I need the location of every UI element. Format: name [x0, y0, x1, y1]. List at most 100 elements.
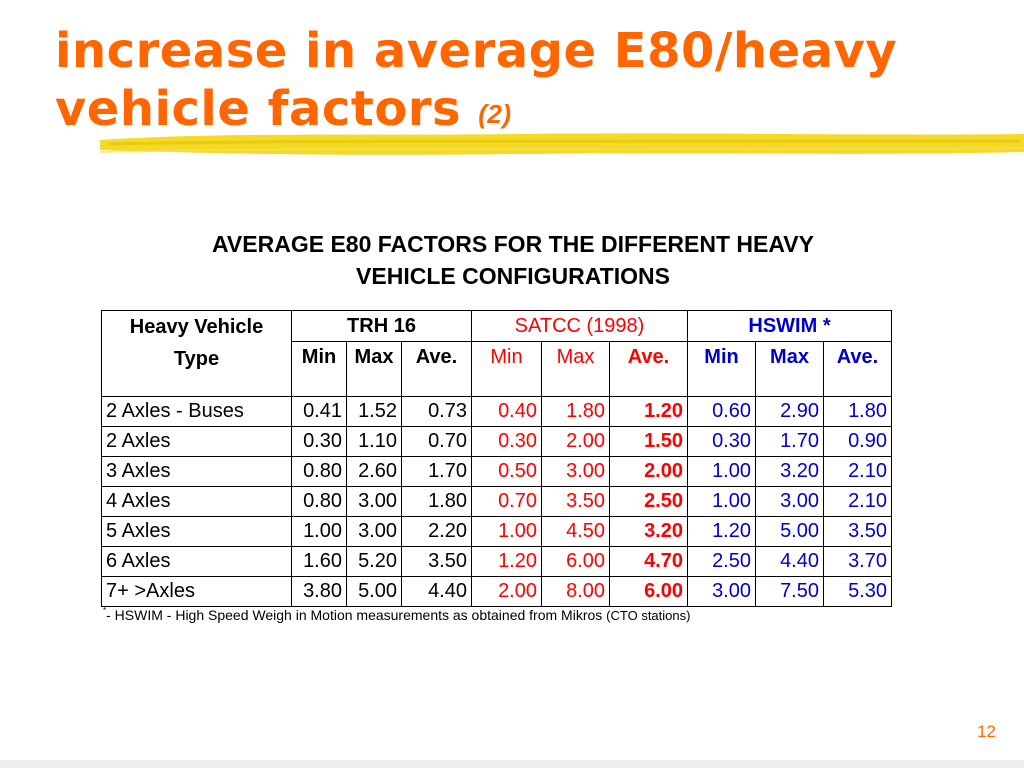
cell-satcc-ave: 2.00	[609, 456, 688, 487]
cell-hswim-max: 7.50	[755, 576, 824, 607]
cell-hswim-max: 1.70	[755, 426, 824, 457]
footnote-mark: *	[103, 606, 107, 615]
vehicle-type-cell: 2 Axles - Buses	[101, 396, 292, 427]
cell-trh16-max: 5.00	[346, 576, 402, 607]
vehicle-type-cell: 4 Axles	[101, 486, 292, 517]
cell-satcc-max: 2.00	[541, 426, 610, 457]
cell-hswim-ave: 3.70	[823, 546, 892, 577]
cell-hswim-ave: 5.30	[823, 576, 892, 607]
table-row: 7+ >Axles 3.80 5.00 4.40 2.00 8.00 6.00 3.00 7.5…	[101, 576, 892, 607]
cell-satcc-max: 6.00	[541, 546, 610, 577]
title-line-1: increase in average E80/heavy	[55, 23, 898, 79]
cell-satcc-ave: 6.00	[609, 576, 688, 607]
cell-trh16-max: 1.10	[346, 426, 402, 457]
e80-factors-table: Heavy Vehicle Type TRH 16 SATCC (1998) H…	[101, 310, 892, 607]
sub-header-trh16-max: Max	[346, 341, 402, 397]
highlight-brush-stroke	[100, 133, 1024, 155]
group-header-hswim: HSWIM *	[687, 310, 892, 342]
sub-header-satcc-max: Max	[541, 341, 610, 397]
cell-hswim-ave: 3.50	[823, 516, 892, 547]
vehicle-type-cell: 2 Axles	[101, 426, 292, 457]
sub-header-trh16-ave: Ave.	[401, 341, 472, 397]
sub-header-hswim-ave: Ave.	[823, 341, 892, 397]
footnote-text: - HSWIM - High Speed Weigh in Motion mea…	[106, 607, 603, 623]
slide-title: increase in average E80/heavy vehicle fa…	[55, 22, 897, 143]
table-heading-line-1: AVERAGE E80 FACTORS FOR THE DIFFERENT HE…	[212, 231, 814, 257]
cell-hswim-min: 1.00	[687, 456, 756, 487]
table-row: 6 Axles 1.60 5.20 3.50 1.20 6.00 4.70 2.50 4.40 3…	[101, 546, 892, 577]
cell-satcc-ave: 4.70	[609, 546, 688, 577]
cell-hswim-min: 1.00	[687, 486, 756, 517]
cell-trh16-min: 0.80	[291, 486, 347, 517]
cell-trh16-min: 0.30	[291, 426, 347, 457]
cell-trh16-ave: 3.50	[401, 546, 472, 577]
table-body: 2 Axles - Buses 0.41 1.52 0.73 0.40 1.80 1.20 0…	[101, 396, 892, 607]
group-header-trh16: TRH 16	[291, 310, 472, 342]
vehicle-type-cell: 3 Axles	[101, 456, 292, 487]
cell-trh16-ave: 4.40	[401, 576, 472, 607]
cell-hswim-ave: 1.80	[823, 396, 892, 427]
cell-trh16-min: 3.80	[291, 576, 347, 607]
cell-satcc-min: 0.70	[471, 486, 542, 517]
cell-trh16-ave: 0.73	[401, 396, 472, 427]
cell-trh16-ave: 1.70	[401, 456, 472, 487]
vehicle-type-header: Heavy Vehicle Type	[101, 310, 292, 397]
cell-hswim-min: 1.20	[687, 516, 756, 547]
cell-hswim-min: 3.00	[687, 576, 756, 607]
cell-trh16-max: 2.60	[346, 456, 402, 487]
cell-hswim-ave: 0.90	[823, 426, 892, 457]
cell-trh16-min: 0.41	[291, 396, 347, 427]
table-row: 4 Axles 0.80 3.00 1.80 0.70 3.50 2.50 1.00 3.00 2…	[101, 486, 892, 517]
page-number: 12	[977, 722, 996, 741]
cell-hswim-min: 0.60	[687, 396, 756, 427]
cell-trh16-max: 3.00	[346, 486, 402, 517]
cell-trh16-max: 1.52	[346, 396, 402, 427]
table-row: 5 Axles 1.00 3.00 2.20 1.00 4.50 3.20 1.20 5.00 3…	[101, 516, 892, 547]
cell-satcc-max: 3.50	[541, 486, 610, 517]
group-header-row: Heavy Vehicle Type TRH 16 SATCC (1998) H…	[101, 310, 892, 397]
cell-satcc-ave: 1.50	[609, 426, 688, 457]
sub-header-satcc-ave: Ave.	[609, 341, 688, 397]
cell-trh16-ave: 2.20	[401, 516, 472, 547]
cell-hswim-max: 3.00	[755, 486, 824, 517]
cell-hswim-max: 3.20	[755, 456, 824, 487]
cell-trh16-min: 1.60	[291, 546, 347, 577]
vehicle-type-header-line-2: Type	[173, 348, 220, 370]
cell-trh16-ave: 1.80	[401, 486, 472, 517]
table-row: 2 Axles - Buses 0.41 1.52 0.73 0.40 1.80 1.20 0…	[101, 396, 892, 427]
cell-satcc-max: 3.00	[541, 456, 610, 487]
cell-hswim-max: 2.90	[755, 396, 824, 427]
cell-satcc-max: 1.80	[541, 396, 610, 427]
sub-header-hswim-min: Min	[687, 341, 756, 397]
cell-trh16-max: 5.20	[346, 546, 402, 577]
table-row: 2 Axles 0.30 1.10 0.70 0.30 2.00 1.50 0.30 1.70 0…	[101, 426, 892, 457]
sub-header-row: Min Max Ave. Min Max Ave. Min Max Ave.	[102, 341, 892, 397]
cell-hswim-ave: 2.10	[823, 486, 892, 517]
cell-satcc-ave: 3.20	[609, 516, 688, 547]
cell-hswim-max: 5.00	[755, 516, 824, 547]
bottom-band	[0, 760, 1024, 768]
sub-header-satcc-min: Min	[471, 341, 542, 397]
cell-trh16-min: 0.80	[291, 456, 347, 487]
group-header-satcc: SATCC (1998)	[471, 310, 688, 342]
cell-satcc-max: 4.50	[541, 516, 610, 547]
sub-header-hswim-max: Max	[755, 341, 824, 397]
cell-hswim-ave: 2.10	[823, 456, 892, 487]
footnote-small: (CTO stations)	[606, 608, 691, 623]
title-line-2: vehicle factors	[55, 81, 462, 137]
footnote: *- HSWIM - High Speed Weigh in Motion me…	[103, 606, 690, 623]
vehicle-type-cell: 5 Axles	[101, 516, 292, 547]
sub-header-trh16-min: Min	[291, 341, 347, 397]
vehicle-type-cell: 6 Axles	[101, 546, 292, 577]
cell-satcc-ave: 2.50	[609, 486, 688, 517]
cell-hswim-min: 0.30	[687, 426, 756, 457]
cell-satcc-max: 8.00	[541, 576, 610, 607]
cell-hswim-max: 4.40	[755, 546, 824, 577]
cell-satcc-min: 1.20	[471, 546, 542, 577]
cell-satcc-min: 1.00	[471, 516, 542, 547]
vehicle-type-header-line-1: Heavy Vehicle	[129, 316, 264, 338]
cell-trh16-min: 1.00	[291, 516, 347, 547]
cell-satcc-ave: 1.20	[609, 396, 688, 427]
cell-satcc-min: 0.40	[471, 396, 542, 427]
table-heading-line-2: VEHICLE CONFIGURATIONS	[356, 263, 670, 289]
